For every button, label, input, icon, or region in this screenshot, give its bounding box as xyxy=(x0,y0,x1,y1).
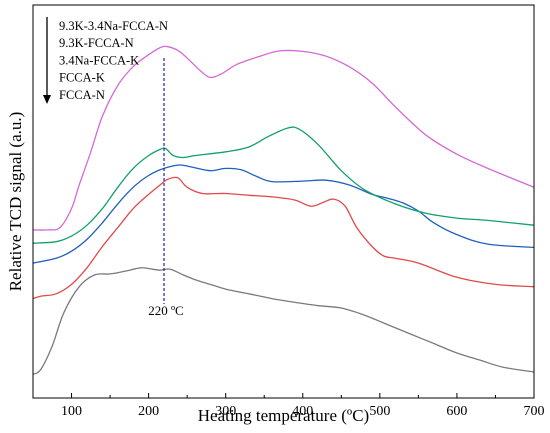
x-tick-label-700: 700 xyxy=(524,404,545,419)
legend-entry: 9.3K-FCCA-N xyxy=(59,36,134,50)
x-tick-label-600: 600 xyxy=(446,404,467,419)
legend: 9.3K-3.4Na-FCCA-N 9.3K-FCCA-N 3.4Na-FCCA-K… xyxy=(59,19,168,102)
x-tick-label-100: 100 xyxy=(61,404,82,419)
series-line-fcca-n xyxy=(32,267,535,375)
legend-entry: FCCA-K xyxy=(59,71,105,85)
x-tick-label-300: 300 xyxy=(215,404,236,419)
series-line-9-3k-fcca-n xyxy=(32,126,535,244)
legend-entry: 3.4Na-FCCA-K xyxy=(59,53,139,67)
legend-order-arrow-head xyxy=(43,95,51,104)
x-axis-title: Heating temperature (ºC) xyxy=(198,406,369,425)
y-axis-title: Relative TCD signal (a.u.) xyxy=(6,112,25,292)
x-tick-label-400: 400 xyxy=(292,404,313,419)
x-axis-ticks: 100 200 300 400 500 600 700 xyxy=(32,393,545,419)
peak-temperature-annotation: 220 ºC xyxy=(148,303,183,318)
x-tick-label-200: 200 xyxy=(138,404,159,419)
x-tick-label-500: 500 xyxy=(369,404,390,419)
series-line-3-4na-fcca-k xyxy=(32,164,535,264)
plot-content xyxy=(32,45,535,375)
plot-frame xyxy=(32,4,535,399)
series-line-9-3k-3-4na-fcca-n xyxy=(32,45,535,231)
legend-entry: FCCA-N xyxy=(59,88,105,102)
legend-entry: 9.3K-3.4Na-FCCA-N xyxy=(59,19,168,33)
series-line-fcca-k xyxy=(32,176,535,300)
